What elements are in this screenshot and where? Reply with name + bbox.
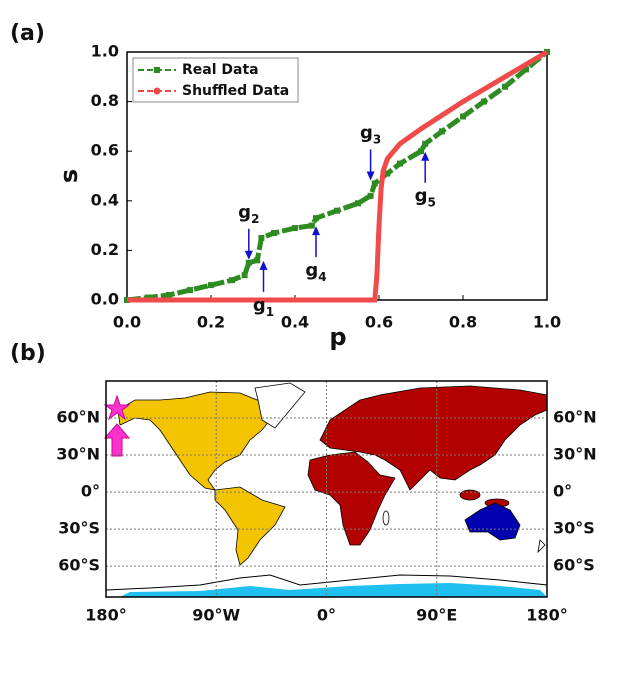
marker <box>245 259 252 266</box>
x-tick-label: 0° <box>317 606 336 625</box>
marker <box>334 207 340 214</box>
islands <box>459 489 481 501</box>
x-tick-label: 0.6 <box>365 313 393 332</box>
legend-box <box>132 57 299 103</box>
marker <box>229 277 235 284</box>
marker <box>355 200 361 207</box>
x-tick-label: 90°W <box>192 606 240 625</box>
south-america <box>214 486 286 566</box>
y-tick-label: 30°N <box>56 445 100 464</box>
map-frame <box>105 380 548 598</box>
annotation-text: g <box>253 295 266 316</box>
annotation-arrowhead <box>366 171 375 181</box>
marker <box>254 257 261 264</box>
annotation: g2 <box>238 202 259 226</box>
madagascar <box>382 510 390 526</box>
marker <box>241 272 248 279</box>
annotation-text: g <box>238 202 251 223</box>
panel-label: (b) <box>10 341 46 366</box>
greenland <box>254 382 306 429</box>
y-axis-label: s <box>55 169 83 183</box>
marker <box>418 148 424 155</box>
y-tick-label: 0.4 <box>91 190 119 209</box>
y-tick-label: 0° <box>81 482 100 501</box>
annotation-text: g <box>415 186 428 207</box>
marker <box>271 230 277 237</box>
annotation-arrowhead <box>421 151 430 161</box>
marker <box>481 98 487 105</box>
y-tick-label: 0.2 <box>91 240 119 259</box>
annotation-text: g <box>305 260 318 281</box>
y-tick-label: 30°S <box>553 519 595 538</box>
legend-marker <box>153 87 161 95</box>
marker <box>292 225 298 232</box>
x-axis-label: p <box>329 323 346 351</box>
annotation-arrowhead <box>312 226 320 236</box>
marker <box>187 287 193 294</box>
annotation-sub: 2 <box>251 211 259 225</box>
y-tick-label: 60°S <box>553 556 595 575</box>
x-tick-label: 180° <box>85 606 126 625</box>
annotation-sub: 3 <box>373 132 381 146</box>
legend-marker <box>154 67 160 73</box>
x-tick-label: 0.4 <box>281 313 309 332</box>
annotation-sub: 4 <box>318 270 326 284</box>
marker <box>308 222 315 229</box>
panel-label: (a) <box>10 21 45 46</box>
marker <box>439 128 445 135</box>
marker <box>166 292 172 299</box>
x-tick-label: 180° <box>526 606 567 625</box>
marker <box>422 140 429 147</box>
marker <box>502 83 508 90</box>
x-tick-label: 0.8 <box>449 313 477 332</box>
y-tick-label: 0.8 <box>91 91 119 110</box>
legend-label: Shuffled Data <box>182 83 289 99</box>
legend-label: Real Data <box>182 62 259 78</box>
series-line <box>126 50 549 303</box>
x-tick-label: 90°E <box>416 606 457 625</box>
eurasia <box>319 385 548 491</box>
y-tick-label: 0.6 <box>91 141 119 160</box>
y-tick-label: 60°N <box>56 408 100 427</box>
australia <box>464 502 521 541</box>
marker <box>313 215 319 222</box>
y-tick-label: 60°N <box>553 408 597 427</box>
annotation-arrowhead <box>259 260 268 270</box>
y-tick-label: 0° <box>553 482 572 501</box>
y-tick-label: 30°N <box>553 445 597 464</box>
north-america <box>117 391 271 491</box>
marker <box>208 282 214 289</box>
marker <box>371 180 378 187</box>
star <box>103 394 131 421</box>
y-tick-label: 0.0 <box>91 290 119 309</box>
y-tick-label: 1.0 <box>91 42 119 61</box>
x-tick-label: 0.0 <box>113 313 141 332</box>
annotation: g4 <box>305 260 326 284</box>
annotation: g1 <box>253 295 274 319</box>
annotation: g5 <box>415 186 436 210</box>
annotation-arrowhead <box>244 250 253 260</box>
y-tick-label: 30°S <box>58 519 100 538</box>
y-tick-label: 60°S <box>58 556 100 575</box>
x-tick-label: 1.0 <box>533 313 561 332</box>
marker <box>367 192 374 199</box>
marker <box>397 160 403 167</box>
ice <box>120 583 547 597</box>
x-tick-label: 0.2 <box>197 313 225 332</box>
annotation-sub: 1 <box>266 304 274 318</box>
series-line <box>127 49 549 303</box>
africa <box>307 451 396 546</box>
annotation-sub: 5 <box>427 195 435 209</box>
annotation-text: g <box>360 122 373 143</box>
marker <box>523 66 529 73</box>
new-zealand <box>537 539 546 554</box>
marker <box>384 170 391 177</box>
annotation: g3 <box>360 122 381 146</box>
marker <box>258 235 265 241</box>
marker <box>460 113 466 120</box>
